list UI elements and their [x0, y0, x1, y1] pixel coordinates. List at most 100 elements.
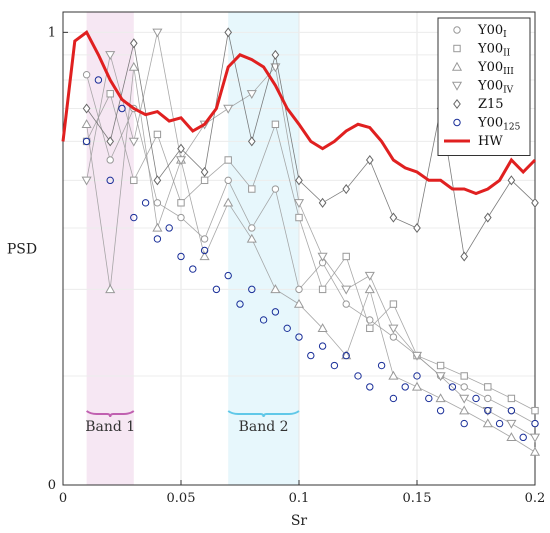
x-tick-label: 0.05 [167, 491, 196, 506]
band-1-brace [86, 410, 135, 418]
data-point [460, 372, 468, 380]
data-point [200, 246, 209, 255]
series-y00-iv [81, 28, 541, 443]
series-line [86, 92, 536, 411]
data-point [484, 406, 492, 415]
legend-entry: Y00I [453, 23, 507, 40]
data-point [295, 285, 303, 294]
data-point [472, 394, 480, 403]
data-point [248, 224, 256, 232]
data-point [460, 419, 468, 428]
data-point [200, 176, 209, 185]
data-point [152, 222, 163, 232]
series-y00-125 [82, 76, 539, 442]
data-point [459, 405, 470, 415]
data-point [224, 176, 232, 185]
data-point [377, 361, 386, 370]
data-point [271, 185, 280, 193]
data-point [354, 372, 362, 380]
data-point [529, 446, 541, 456]
data-point [247, 136, 256, 147]
data-point [293, 298, 305, 308]
data-point [342, 351, 350, 360]
data-point [365, 154, 374, 166]
data-point [106, 90, 114, 98]
data-point [295, 213, 303, 222]
data-point [448, 383, 457, 391]
data-point [177, 213, 185, 222]
data-point [519, 433, 527, 442]
legend-swatch [453, 44, 461, 53]
band-2-region [228, 12, 299, 485]
band-2-brace [227, 410, 300, 418]
legend-entry: Z15 [453, 97, 504, 112]
data-point [118, 104, 126, 113]
data-point [366, 324, 374, 333]
data-point [259, 316, 268, 324]
legend-label: Y00I [477, 23, 507, 40]
data-point [82, 103, 91, 114]
data-point [341, 285, 352, 295]
data-point [199, 251, 210, 261]
data-point [401, 383, 409, 391]
data-point [531, 419, 539, 428]
data-point [106, 136, 115, 147]
series-line [86, 66, 536, 453]
data-point [330, 361, 339, 370]
data-point [128, 61, 139, 71]
legend-swatch [453, 98, 461, 110]
data-point [153, 199, 162, 207]
data-point [165, 224, 173, 232]
data-point [224, 156, 232, 164]
data-point [388, 324, 399, 334]
data-point [531, 406, 539, 415]
data-point [342, 300, 350, 308]
data-point [271, 308, 280, 316]
data-point [318, 197, 327, 208]
series-y00-iii [81, 61, 541, 456]
data-point [271, 120, 280, 129]
data-point [82, 137, 91, 146]
legend-label: HW [478, 134, 503, 149]
data-point [507, 175, 516, 186]
data-point [411, 351, 423, 361]
data-point [94, 76, 103, 84]
data-point [506, 419, 517, 429]
series-line [61, 30, 537, 196]
data-point [177, 252, 185, 261]
series-y00-i [82, 71, 539, 428]
data-point [531, 197, 539, 208]
legend-swatch [451, 61, 463, 71]
series-line [86, 32, 536, 258]
data-point [212, 285, 221, 294]
data-point [364, 271, 375, 281]
series-y00-ii [82, 90, 539, 415]
legend-entry: Y00II [453, 42, 511, 59]
data-point [177, 199, 185, 207]
series-hw [61, 30, 537, 196]
data-point [342, 252, 350, 261]
data-point [175, 156, 187, 166]
data-point [293, 199, 305, 209]
data-point [81, 119, 92, 129]
data-point [413, 372, 421, 380]
series-line [86, 32, 536, 438]
legend-label-subscript: 125 [503, 123, 520, 133]
data-point [317, 252, 328, 262]
data-point [200, 166, 209, 177]
data-point [529, 433, 541, 443]
data-point [295, 333, 303, 341]
legend-label: Z15 [478, 97, 504, 112]
data-point [224, 27, 233, 38]
data-point [81, 176, 92, 186]
series-z15 [82, 27, 539, 262]
x-tick-label: 0.2 [525, 491, 546, 506]
band-2-label: Band 2 [239, 419, 289, 435]
data-point [236, 300, 244, 308]
data-point [507, 394, 516, 403]
data-point [366, 383, 374, 391]
data-point [318, 342, 327, 350]
data-point [129, 38, 138, 49]
data-point [366, 316, 374, 324]
